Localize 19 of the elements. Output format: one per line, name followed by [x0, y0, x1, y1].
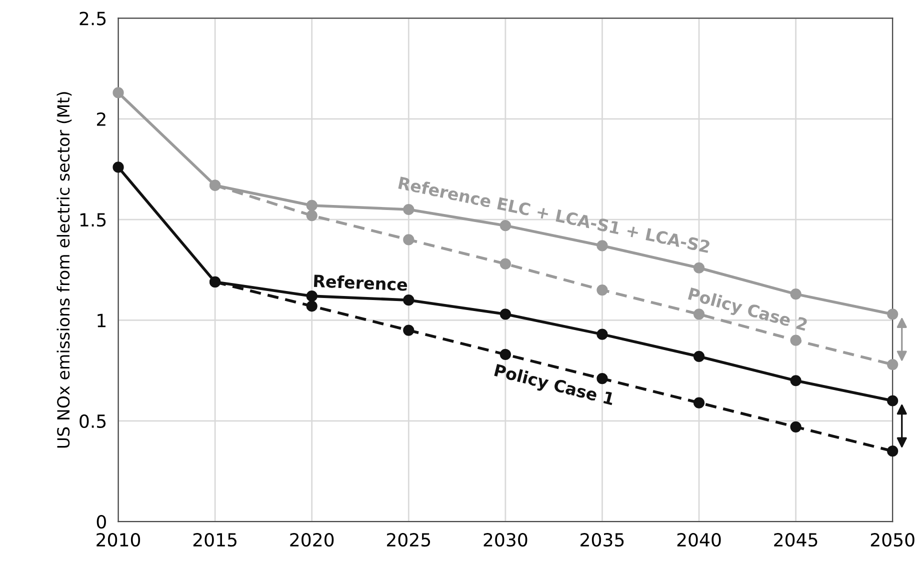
x-tick-label: 2050: [870, 532, 914, 547]
y-tick-label: 2: [96, 112, 106, 126]
y-tick-label: 1: [98, 314, 106, 328]
y-axis-title: US NOx emissions from electric sector (Mt): [56, 92, 72, 448]
text: Policy Case 1: [493, 363, 615, 409]
x-tick-label: 2020: [290, 532, 334, 547]
y-tick-label: 0.5: [80, 414, 106, 428]
x-tick-label: 2030: [484, 532, 528, 547]
x-tick-label: 2010: [96, 532, 140, 547]
y-tick-label: 1.5: [80, 213, 106, 227]
text: Policy Case 2: [687, 287, 808, 334]
y-tick-label: 0: [96, 515, 106, 529]
x-tick-label: 2045: [774, 532, 818, 547]
x-tick-label: 2040: [677, 532, 721, 547]
x-tick-label: 2035: [580, 532, 624, 547]
x-tick-label: 2025: [386, 532, 430, 547]
y-tick-label: 2.5: [80, 12, 106, 26]
series-label: Reference: [314, 274, 408, 291]
x-tick-label: 2015: [193, 532, 236, 547]
